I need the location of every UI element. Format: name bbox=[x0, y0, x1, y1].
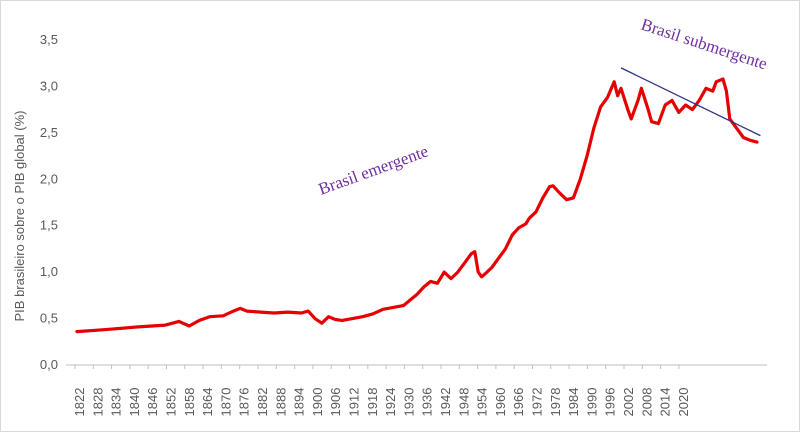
x-tick-label: 1876 bbox=[237, 388, 252, 417]
x-tick-label: 2020 bbox=[676, 388, 691, 417]
x-tick-label: 1870 bbox=[218, 388, 233, 417]
y-axis-label: PIB brasileiro sobre o PIB global (%) bbox=[12, 111, 27, 322]
x-axis-tick-marks bbox=[74, 365, 680, 369]
x-tick-label: 1852 bbox=[164, 388, 179, 417]
x-tick-label: 1900 bbox=[310, 388, 325, 417]
x-tick-label: 1882 bbox=[255, 388, 270, 417]
y-tick-label: 0,0 bbox=[40, 357, 58, 372]
x-tick-label: 1960 bbox=[493, 388, 508, 417]
annotation-emergente: Brasil emergente bbox=[316, 141, 431, 198]
x-tick-label: 1990 bbox=[584, 388, 599, 417]
y-tick-label: 3,5 bbox=[40, 32, 58, 47]
y-tick-label: 1,5 bbox=[40, 218, 58, 233]
x-tick-label: 1966 bbox=[511, 388, 526, 417]
x-tick-label: 1942 bbox=[438, 388, 453, 417]
trend-line bbox=[620, 67, 761, 137]
x-tick-label: 1972 bbox=[530, 388, 545, 417]
x-tick-label: 1924 bbox=[383, 388, 398, 417]
x-tick-label: 1912 bbox=[347, 388, 362, 417]
x-tick-label: 1954 bbox=[475, 388, 490, 417]
y-tick-label: 1,0 bbox=[40, 264, 58, 279]
x-tick-label: 1864 bbox=[200, 388, 215, 417]
x-tick-label: 1978 bbox=[548, 388, 563, 417]
y-tick-label: 3,0 bbox=[40, 78, 58, 93]
y-tick-label: 0,5 bbox=[40, 311, 58, 326]
x-tick-label: 1822 bbox=[72, 388, 87, 417]
x-tick-label: 1930 bbox=[401, 388, 416, 417]
series-line bbox=[75, 77, 759, 334]
x-tick-label: 1996 bbox=[603, 388, 618, 417]
x-tick-label: 1828 bbox=[90, 388, 105, 417]
x-tick-label: 2002 bbox=[621, 388, 636, 417]
x-tick-label: 1906 bbox=[328, 388, 343, 417]
x-tick-label: 1894 bbox=[292, 388, 307, 417]
x-tick-label: 1948 bbox=[456, 388, 471, 417]
x-tick-label: 1936 bbox=[420, 388, 435, 417]
x-tick-label: 2014 bbox=[658, 388, 673, 417]
x-tick-label: 1840 bbox=[127, 388, 142, 417]
y-tick-label: 2,0 bbox=[40, 171, 58, 186]
x-tick-label: 1918 bbox=[365, 388, 380, 417]
x-tick-label: 1834 bbox=[109, 388, 124, 417]
y-axis-ticks: 0,0 0,5 1,0 1,5 2,0 2,5 3,0 3,5 bbox=[40, 32, 58, 372]
x-tick-label: 1888 bbox=[273, 388, 288, 417]
x-tick-label: 1846 bbox=[145, 388, 160, 417]
x-tick-label: 2008 bbox=[639, 388, 654, 417]
x-axis-ticks: 1822 1828 1834 1840 1846 1852 1858 1864 1870 1876… bbox=[72, 388, 691, 417]
x-tick-label: 1984 bbox=[566, 388, 581, 417]
x-tick-label: 1858 bbox=[182, 388, 197, 417]
y-tick-label: 2,5 bbox=[40, 125, 58, 140]
annotation-submergente: Brasil submergente bbox=[639, 15, 770, 74]
